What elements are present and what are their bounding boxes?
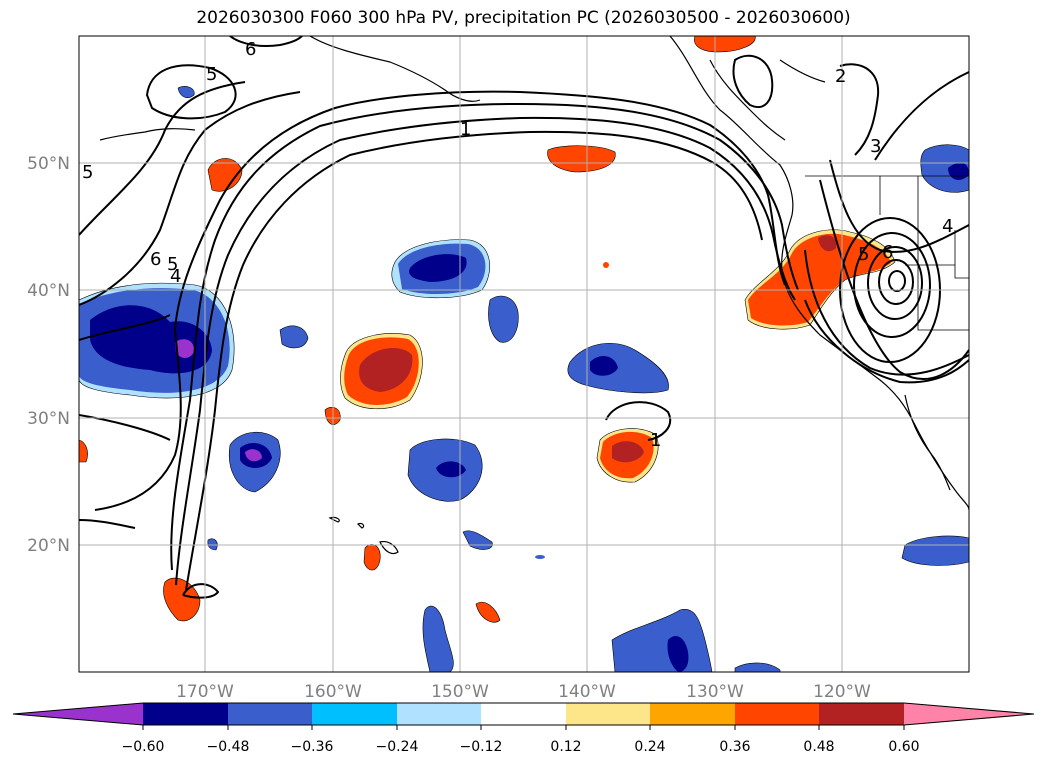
colorbar-segment — [819, 703, 904, 725]
colorbar-fills — [13, 703, 1034, 725]
colorbar-tick-label: 0.48 — [803, 739, 834, 755]
pv-contour-label: 6 — [882, 242, 893, 263]
precip-negative-region — [422, 605, 454, 672]
pv-contour-label: 1 — [460, 119, 471, 140]
figure-title: 2026030300 F060 300 hPa PV, precipitatio… — [196, 8, 851, 28]
pv-contour-label: 4 — [170, 266, 181, 287]
precip-positive-region — [547, 145, 616, 173]
precip-negative-region — [948, 162, 969, 180]
colorbar-tick-label: −0.24 — [376, 739, 419, 755]
colorbar-segment — [650, 703, 735, 725]
lat-label: 20°N — [27, 536, 70, 556]
pv-contour-label: 5 — [206, 64, 217, 85]
pv-contour-label: 3 — [870, 136, 881, 157]
colorbar-ticks — [142, 725, 905, 730]
precip-fills — [79, 36, 969, 672]
pv-contour-label: 5 — [167, 254, 178, 275]
precip-negative-region — [177, 86, 195, 98]
colorbar-tick-label: 0.24 — [634, 739, 665, 755]
precip-negative-region — [245, 449, 262, 462]
precip-negative-region — [901, 535, 969, 566]
precip-positive-region — [359, 347, 413, 392]
precip-negative-region — [667, 636, 689, 672]
pv-contour-labels: 6 5 2 5 1 3 4 6 5 6 5 4 1 — [82, 39, 953, 451]
map-area: 6 5 2 5 1 3 4 6 5 6 5 4 1 — [78, 35, 970, 673]
precip-positive-region — [363, 544, 381, 571]
precip-positive-region — [475, 601, 501, 623]
lat-label: 50°N — [27, 154, 70, 174]
precip-negative-region — [535, 555, 545, 559]
colorbar-segment — [143, 703, 228, 725]
colorbar-segment — [481, 703, 566, 725]
colorbar-segment — [735, 703, 819, 725]
colorbar-segment — [566, 703, 650, 725]
precip-negative-region — [436, 461, 466, 478]
pv-contour-label: 4 — [942, 216, 953, 237]
lon-label: 140°W — [558, 682, 616, 702]
colorbar-segment — [228, 703, 312, 725]
precip-positive-region — [694, 36, 756, 53]
lon-label: 130°W — [686, 682, 744, 702]
precip-positive-region — [79, 439, 88, 463]
colorbar-extend-left — [13, 703, 143, 725]
precip-positive-region — [603, 262, 609, 268]
colorbar-tick-label: −0.60 — [122, 739, 165, 755]
precip-negative-region — [279, 325, 309, 349]
colorbar-tick-label: −0.48 — [207, 739, 250, 755]
colorbar-tick-label: −0.12 — [460, 739, 503, 755]
map-frame — [78, 35, 970, 673]
pv-contour-label: 1 — [650, 430, 661, 451]
colorbar-extend-right — [904, 703, 1034, 725]
colorbar-segment — [312, 703, 397, 725]
pv-contour-label: 6 — [150, 249, 161, 270]
lat-label: 30°N — [27, 409, 70, 429]
precip-negative-region — [920, 144, 969, 193]
latitude-labels: 20°N 30°N 40°N 50°N — [27, 154, 70, 556]
lat-label: 40°N — [27, 281, 70, 301]
precip-negative-region — [567, 343, 669, 394]
colorbar-tick-labels: −0.60 −0.48 −0.36 −0.24 −0.12 0.12 0.24 … — [122, 739, 920, 755]
lon-label: 120°W — [813, 682, 871, 702]
precip-negative-region — [590, 356, 618, 376]
precip-negative-region — [488, 295, 519, 343]
lon-label: 150°W — [431, 682, 489, 702]
pv-contour-label: 6 — [245, 39, 256, 60]
colorbar-tick-label: −0.36 — [291, 739, 334, 755]
precip-positive-region — [748, 233, 891, 326]
precip-negative-region — [175, 339, 195, 358]
colorbar-segment — [397, 703, 481, 725]
colorbar-tick-label: 0.36 — [719, 739, 750, 755]
colorbar-tick-label: 0.12 — [550, 739, 581, 755]
lon-label: 160°W — [304, 682, 362, 702]
pv-contour-label: 5 — [82, 162, 93, 183]
lon-label: 170°W — [176, 682, 234, 702]
precip-positive-region — [207, 158, 243, 192]
precip-positive-region — [163, 577, 201, 622]
pv-contour-label: 5 — [858, 244, 869, 265]
colorbar: −0.60 −0.48 −0.36 −0.24 −0.12 0.12 0.24 … — [12, 702, 1035, 755]
precip-negative-region — [409, 254, 467, 282]
colorbar-tick-label: 0.60 — [888, 739, 919, 755]
precip-positive-region — [818, 235, 837, 252]
gridlines — [79, 36, 969, 672]
pv-contour-label: 2 — [835, 66, 846, 87]
precip-positive-region — [612, 441, 644, 463]
coastlines — [99, 36, 969, 555]
longitude-labels: 170°W 160°W 150°W 140°W 130°W 120°W — [176, 682, 871, 702]
